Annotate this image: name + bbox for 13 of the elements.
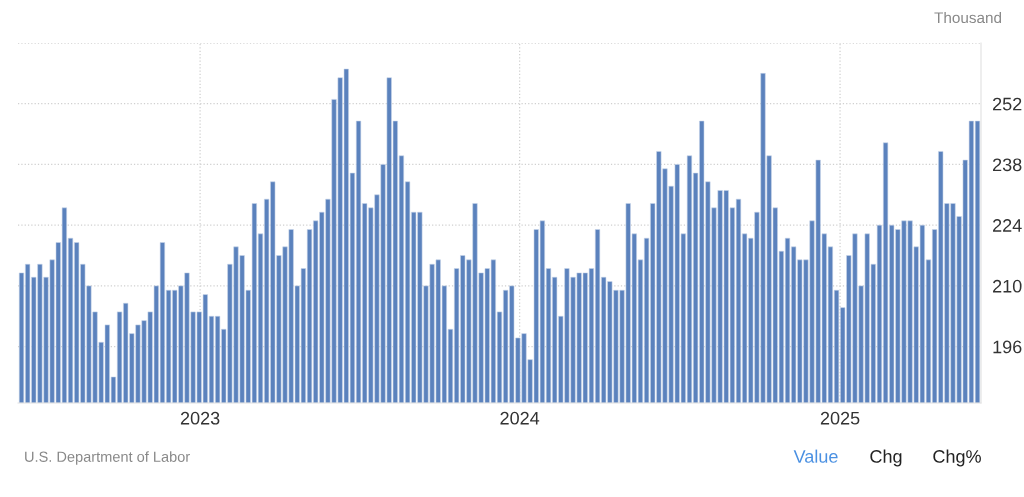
x-tick-label: 2023 [180,411,220,425]
text: Value [793,449,838,463]
y-tick-label: 238 [993,158,1022,172]
text: U.S. Department of Labor [25,451,190,465]
text: Chg% [933,449,981,467]
y-tick-label: 252 [993,97,1022,111]
y-tick-label: 210 [993,279,1022,293]
x-tick-label: 2025 [820,411,860,425]
y-axis-title: Thousand [934,11,1002,24]
y-tick-label: 224 [993,219,1022,232]
x-tick-label: 2024 [500,411,540,425]
text: Chg [870,449,902,467]
y-tick-label: 196 [993,340,1022,354]
